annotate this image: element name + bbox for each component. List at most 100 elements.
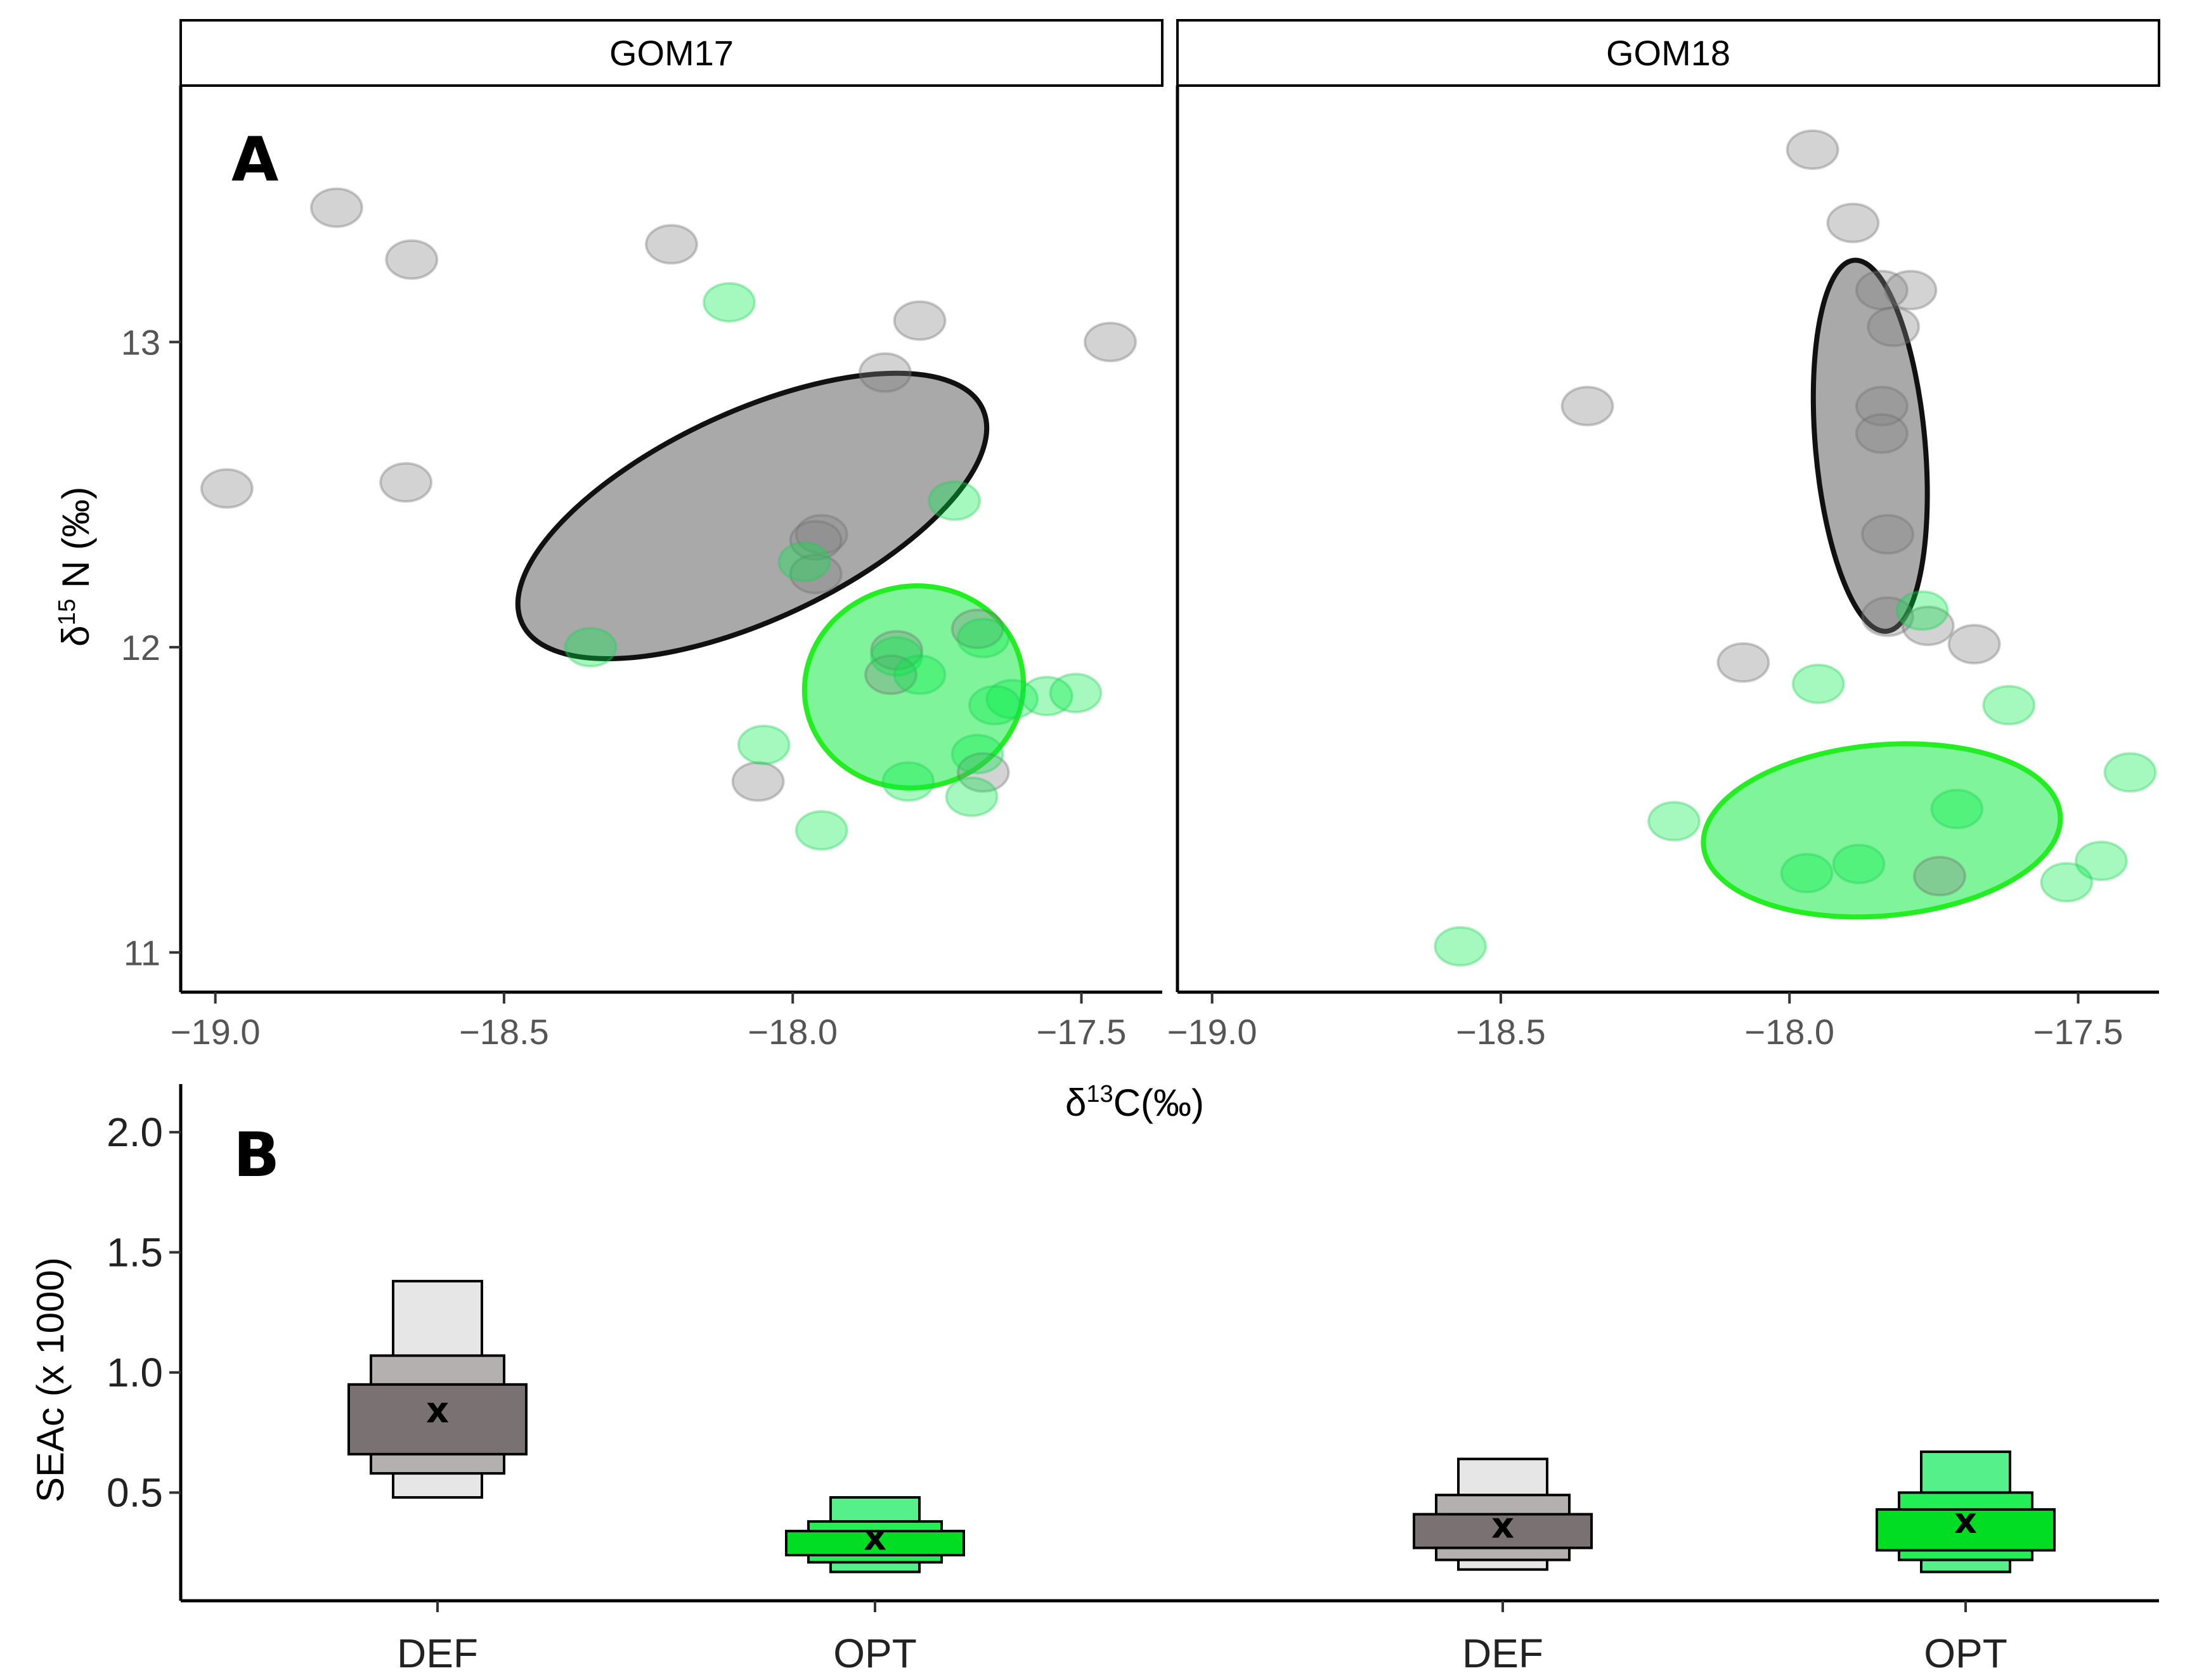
mode-marker: x [426,1390,449,1431]
point-def-gom17 [385,239,439,280]
point-def-gom18 [1867,306,1921,347]
x-tick-label-gom18: −18.5 [1456,1012,1546,1052]
point-opt-gom18 [1647,801,1701,842]
panel-b-x-tick-label: OPT [1924,1631,2007,1676]
point-def-gom18 [1861,514,1915,555]
point-opt-gom18 [2103,752,2157,793]
interval-ci50 [1413,1513,1593,1549]
point-def-gom17 [794,514,848,555]
facet-gom18: −19.0 −18.5 −18.0 −17.5 [1167,86,2159,1052]
point-def-gom18 [1901,605,1955,647]
panel-a-x-title: δ13C(‰) [1065,1081,1204,1124]
point-def-gom18 [1855,385,1909,427]
point-def-gom18 [1560,385,1614,427]
point-opt-gom18 [1895,590,1949,631]
x-tick-label-gom18: −18.0 [1744,1012,1834,1052]
panel-b-y-tick-label: 1.5 [107,1229,163,1275]
point-opt-gom17 [928,480,982,521]
point-opt-gom17 [956,617,1010,659]
point-opt-gom18 [1832,843,1886,884]
ellipse-opt-gom18 [1701,741,2063,920]
ellipse-def-gom17 [515,370,990,662]
point-opt-gom17 [1020,675,1073,716]
x-tick-label-gom18: −17.5 [2033,1012,2123,1052]
mode-marker: x [1954,1501,1977,1542]
panel-b-y-title: SEAc (x 1000) [29,1257,72,1502]
point-def-gom18 [1855,269,1909,311]
facet-strip-gom18 [1176,19,2160,87]
point-opt-gom17 [564,626,618,668]
y-tick-label: 13 [121,322,160,362]
point-def-gom17 [893,300,947,341]
panel-label-b: B [233,1120,280,1191]
point-opt-gom17 [1049,673,1103,714]
point-opt-gom17 [777,541,831,583]
point-def-gom18 [1947,624,2001,665]
point-def-gom17 [379,462,433,503]
x-tick-label-gom17: −17.5 [1037,1012,1127,1052]
panel-a-plot: −19.0 −18.5 −18.0 −17.5 11 12 13 −19.0 −18.5 −18.… [121,86,2159,1052]
point-opt-gom18 [1982,685,2036,726]
panel-b-x-tick-label: DEF [397,1631,478,1676]
point-def-gom17 [858,352,912,393]
panel-b-y-tick-label: 0.5 [107,1470,163,1515]
point-opt-gom17 [703,281,756,323]
point-def-gom18 [1855,413,1909,454]
point-opt-gom17 [950,733,1004,775]
point-opt-gom18 [2040,862,2094,903]
panel-b-y-tick-label: 1.0 [107,1350,163,1395]
point-opt-gom17 [737,725,791,765]
point-opt-gom17 [893,654,947,695]
panel-b-y-tick-label: 2.0 [107,1109,163,1155]
panel-b-plot: 0.5 1.0 1.5 2.0 x DEF x OPT x DEF x OPT [107,1084,2159,1676]
facet-title-gom17: GOM17 [609,33,734,73]
ellipse-def-gom18 [1810,257,1930,634]
point-opt-gom18 [1434,926,1488,967]
point-def-gom18 [1826,202,1880,243]
panel-label-a: A [231,124,278,195]
point-def-gom17 [789,553,843,595]
mode-marker: x [1491,1505,1514,1546]
point-def-gom18 [1884,269,1938,311]
sea-box-opt-2: x [785,1496,965,1573]
panel-b-x-tick-label: DEF [1462,1631,1543,1676]
point-def-gom17 [1084,321,1138,363]
point-opt-gom17 [985,678,1039,720]
mode-marker: x [864,1517,886,1558]
facet-gom17: −19.0 −18.5 −18.0 −17.5 11 12 13 [121,86,1162,1052]
point-opt-gom18 [1930,789,1984,830]
sea-box-def-3: x [1413,1457,1593,1571]
interval-ci50 [347,1383,528,1456]
point-opt-gom17 [794,810,848,851]
panel-b-x-tick-label: OPT [833,1631,917,1676]
x-tick-label-gom17: −18.5 [459,1012,549,1052]
point-def-gom17 [309,187,363,228]
panel-a-y-title: δ15 N (‰) [54,487,97,647]
point-opt-gom18 [1791,663,1845,704]
x-tick-label-gom17: −19.0 [171,1012,261,1052]
x-title-superscript: 13 [1086,1081,1113,1108]
point-opt-gom18 [1780,853,1834,894]
sea-box-def-1: x [347,1279,528,1499]
ellipse-opt-gom17 [801,583,1027,791]
point-def-gom17 [789,520,843,561]
point-opt-gom18 [2074,840,2128,881]
y-title-suffix: N (‰) [55,487,97,599]
facet-title-gom18: GOM18 [1606,33,1730,73]
point-def-gom18 [1786,129,1839,171]
point-opt-gom17 [968,685,1021,726]
point-def-gom18 [1716,642,1770,683]
point-def-gom17 [950,609,1004,650]
y-title-superscript: 15 [54,598,81,625]
interval-ci50 [1876,1508,2056,1552]
point-def-gom17 [645,224,698,265]
point-def-gom17 [956,752,1010,793]
point-def-gom17 [200,468,254,509]
facet-strip-gom17 [179,19,1164,87]
x-tick-label-gom17: −18.0 [748,1012,838,1052]
point-def-gom17 [870,630,924,671]
y-tick-label: 11 [124,933,160,972]
point-def-gom18 [1861,596,1915,637]
point-opt-gom17 [870,636,924,677]
